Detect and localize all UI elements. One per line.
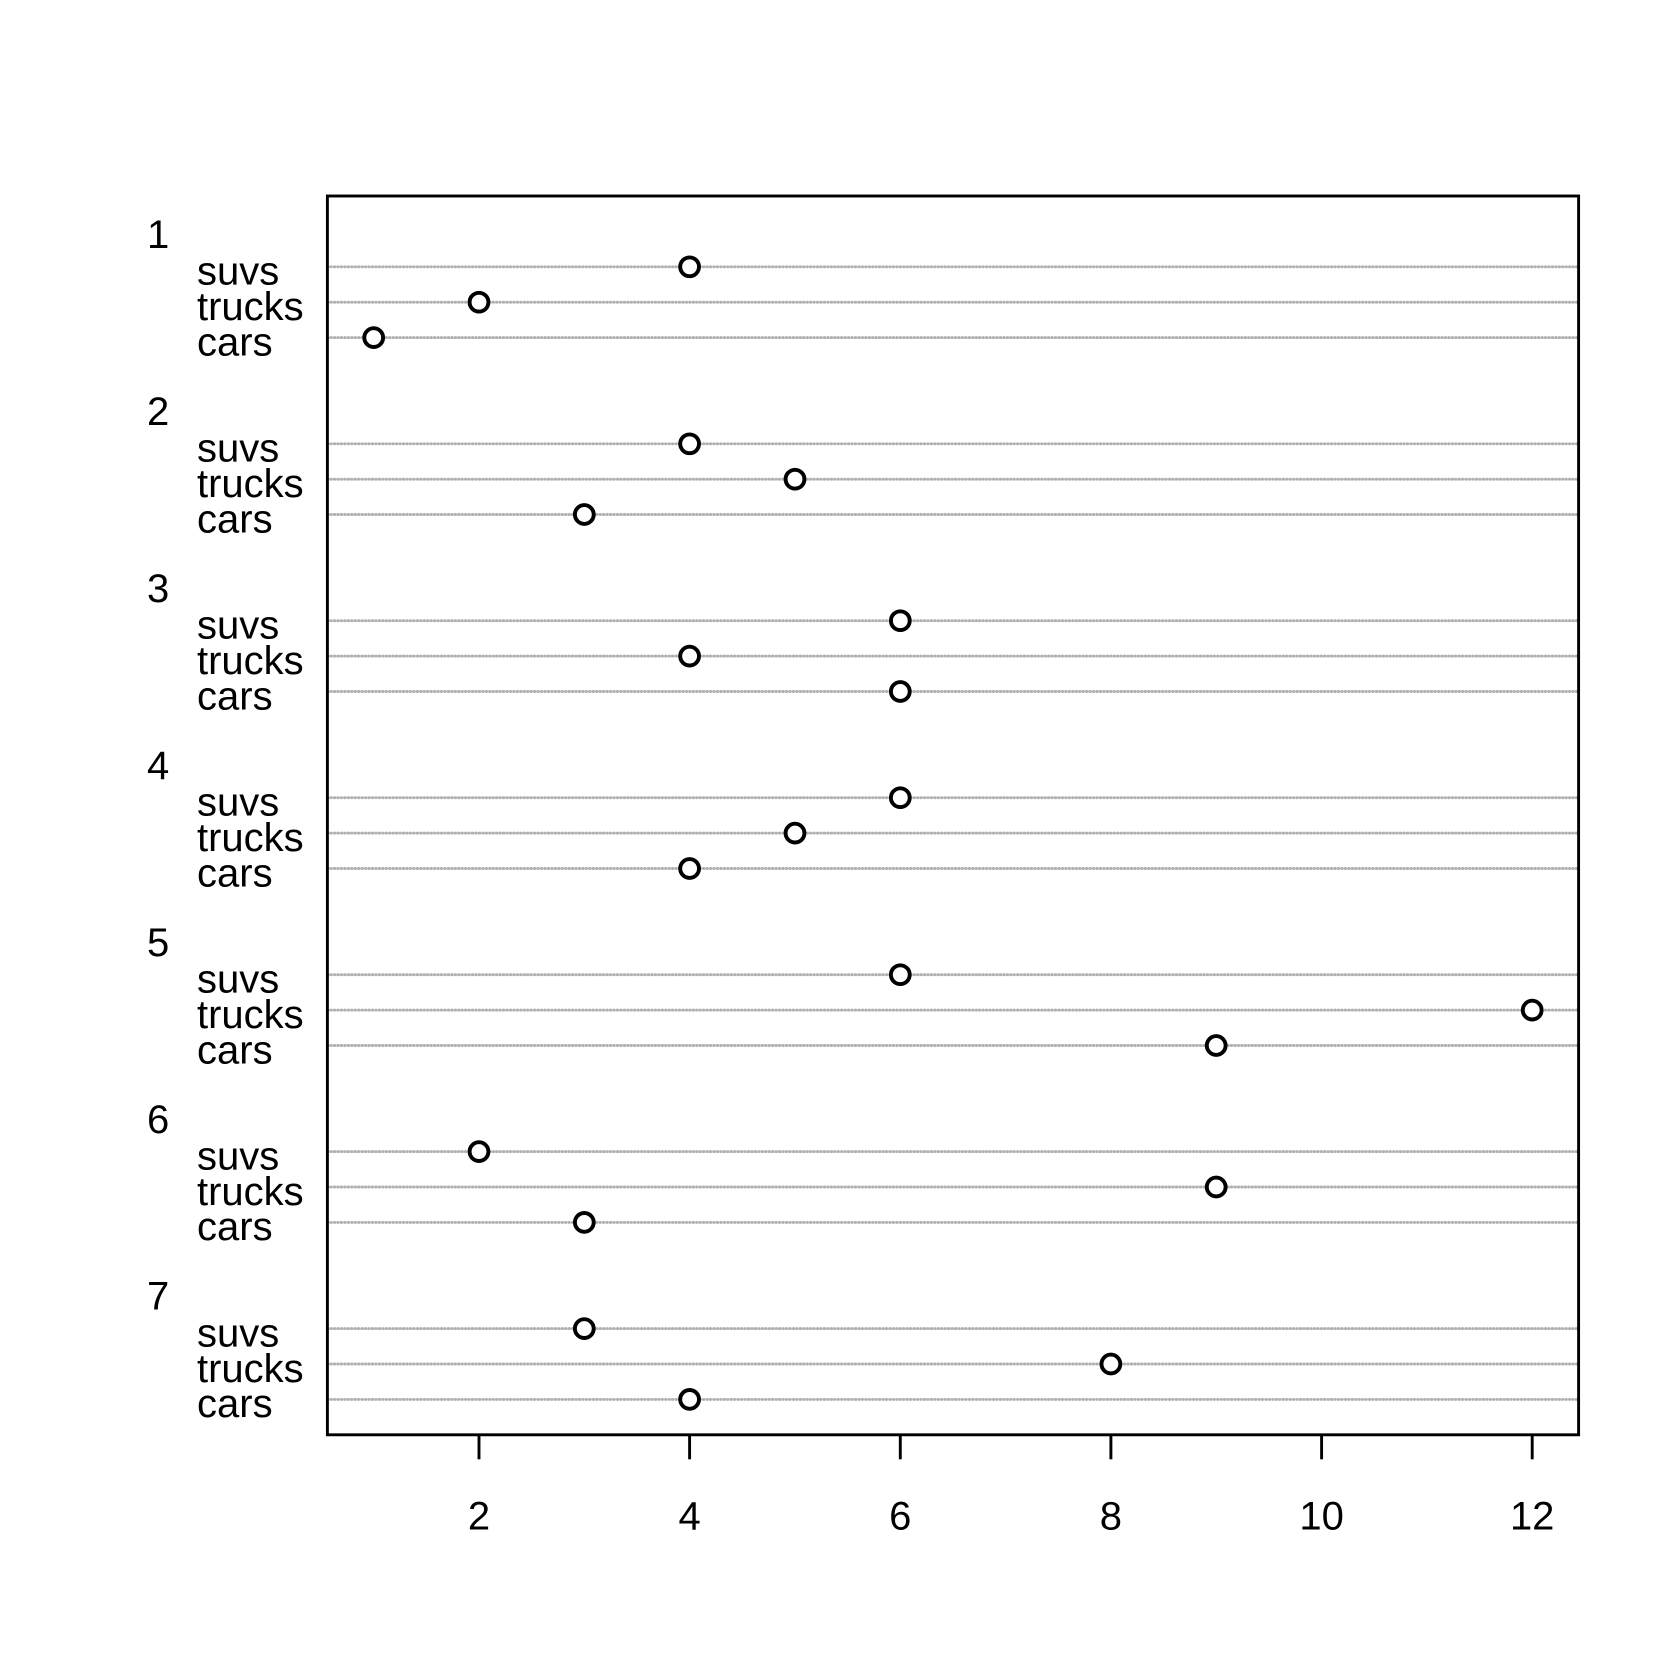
svg-text:6: 6 [889,1495,911,1539]
svg-text:10: 10 [1299,1495,1344,1539]
svg-text:8: 8 [1100,1495,1122,1539]
svg-text:7: 7 [147,1275,169,1319]
svg-text:trucks: trucks [197,285,304,329]
svg-text:trucks: trucks [197,462,304,506]
svg-text:cars: cars [197,1028,273,1072]
svg-text:2: 2 [468,1495,490,1539]
svg-text:cars: cars [197,497,273,541]
svg-text:trucks: trucks [197,1170,304,1214]
svg-text:cars: cars [197,674,273,718]
svg-text:suvs: suvs [197,1311,279,1355]
svg-text:trucks: trucks [197,816,304,860]
svg-text:6: 6 [147,1098,169,1142]
svg-text:trucks: trucks [197,1347,304,1391]
svg-text:suvs: suvs [197,604,279,648]
svg-text:cars: cars [197,1382,273,1426]
svg-text:cars: cars [197,851,273,895]
svg-text:cars: cars [197,1205,273,1249]
svg-text:suvs: suvs [197,250,279,294]
svg-text:4: 4 [147,744,169,788]
svg-text:cars: cars [197,320,273,364]
svg-text:4: 4 [678,1495,700,1539]
svg-text:suvs: suvs [197,958,279,1002]
svg-text:suvs: suvs [197,781,279,825]
svg-text:trucks: trucks [197,639,304,683]
svg-text:5: 5 [147,921,169,965]
svg-text:suvs: suvs [197,1134,279,1178]
svg-text:12: 12 [1510,1495,1555,1539]
svg-text:2: 2 [147,390,169,434]
svg-text:1: 1 [147,213,169,257]
svg-text:3: 3 [147,567,169,611]
svg-text:suvs: suvs [197,427,279,471]
svg-text:trucks: trucks [197,993,304,1037]
